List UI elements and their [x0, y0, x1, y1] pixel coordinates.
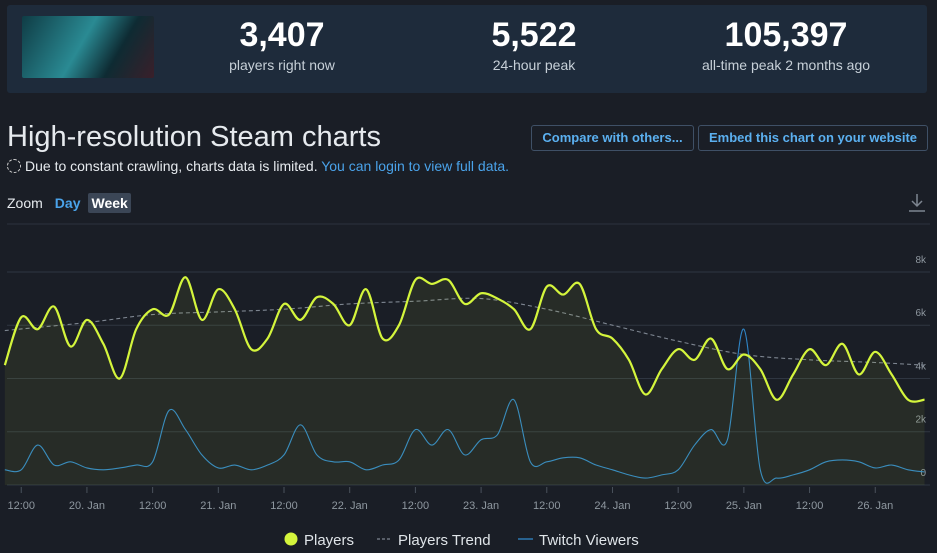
x-tick-label: 12:00	[139, 500, 167, 512]
stat-value: 3,407	[239, 16, 325, 54]
zoom-controls: Zoom Day Week	[7, 193, 131, 213]
y-tick-label: 0	[920, 468, 926, 479]
x-tick-label: 22. Jan	[332, 500, 368, 512]
download-icon[interactable]	[909, 194, 925, 212]
y-tick-label: 4k	[915, 361, 927, 372]
legend-item: Twitch Viewers	[518, 532, 639, 549]
legend-label: Players Trend	[398, 532, 491, 549]
x-tick-label: 21. Jan	[200, 500, 236, 512]
y-tick-label: 2k	[915, 415, 927, 426]
x-tick-label: 25. Jan	[726, 500, 762, 512]
x-tick-label: 23. Jan	[463, 500, 499, 512]
x-tick-label: 24. Jan	[594, 500, 630, 512]
notice-text: Due to constant crawling, charts data is…	[25, 158, 318, 174]
stats-bar	[7, 5, 927, 93]
game-thumbnail[interactable]	[22, 16, 154, 78]
legend-item: Players Trend	[377, 532, 491, 549]
stat: 105,397 all-time peak 2 months ago	[666, 16, 906, 73]
y-tick-label: 8k	[915, 255, 927, 266]
stat-label: 24-hour peak	[492, 57, 576, 73]
zoom-day[interactable]: Day	[54, 195, 81, 211]
zoom-label: Zoom	[7, 195, 43, 211]
x-tick-label: 12:00	[7, 500, 35, 512]
notice-icon	[7, 159, 21, 173]
embed-button[interactable]: Embed this chart on your website	[698, 125, 928, 151]
stat-label: all-time peak 2 months ago	[701, 57, 871, 73]
series-line	[3, 276, 925, 403]
login-link[interactable]: You can login to view full data.	[321, 158, 510, 174]
legend-label: Players	[304, 532, 354, 549]
x-tick-label: 12:00	[402, 500, 430, 512]
stat: 3,407 players right now	[162, 16, 402, 73]
compare-button[interactable]: Compare with others...	[531, 125, 694, 151]
x-tick-label: 12:00	[270, 500, 298, 512]
x-tick-label: 12:00	[664, 500, 692, 512]
series-line	[4, 328, 925, 484]
zoom-week[interactable]: Week	[88, 193, 131, 213]
stat-value: 105,397	[724, 16, 848, 54]
x-tick-label: 20. Jan	[69, 500, 105, 512]
stat: 5,522 24-hour peak	[414, 16, 654, 73]
legend-swatch	[284, 532, 298, 546]
y-tick-label: 6k	[915, 308, 927, 319]
stat-value: 5,522	[491, 16, 577, 54]
legend-item: Players	[284, 532, 354, 549]
x-tick-label: 12:00	[533, 500, 561, 512]
x-tick-label: 26. Jan	[857, 500, 893, 512]
players-area	[4, 277, 925, 485]
x-tick-label: 12:00	[796, 500, 824, 512]
legend-label: Twitch Viewers	[539, 532, 639, 549]
series-line	[4, 297, 925, 366]
page-title: High-resolution Steam charts	[7, 121, 381, 153]
notice: Due to constant crawling, charts data is…	[7, 158, 509, 174]
stat-label: players right now	[229, 57, 335, 73]
